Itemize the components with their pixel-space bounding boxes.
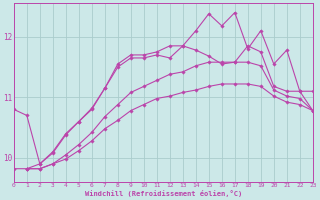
X-axis label: Windchill (Refroidissement éolien,°C): Windchill (Refroidissement éolien,°C) <box>85 190 242 197</box>
